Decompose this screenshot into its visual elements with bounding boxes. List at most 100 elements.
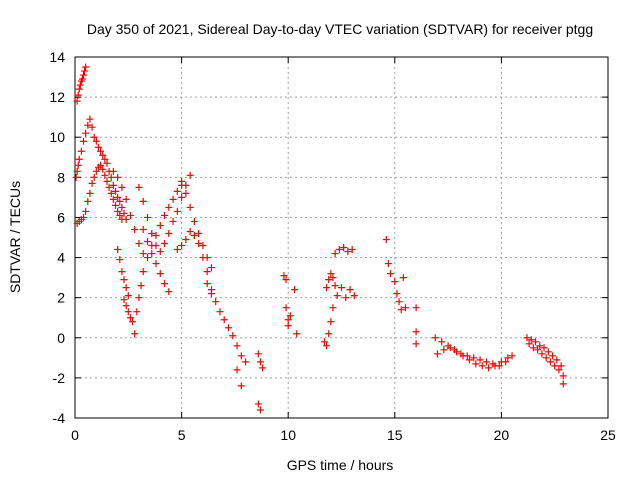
- y-tick-label: 10: [49, 129, 65, 145]
- data-point: [538, 350, 546, 358]
- data-point: [131, 330, 139, 338]
- data-point: [203, 280, 211, 288]
- x-tick-label: 15: [387, 427, 403, 443]
- data-point: [74, 161, 82, 169]
- data-point: [84, 197, 92, 205]
- data-point: [112, 187, 120, 195]
- data-point: [161, 240, 169, 248]
- data-point: [286, 312, 294, 320]
- data-point: [553, 356, 561, 364]
- chart-title: Day 350 of 2021, Sidereal Day-to-day VTE…: [87, 21, 593, 37]
- data-point: [237, 352, 245, 360]
- data-point: [331, 250, 339, 258]
- data-point: [139, 225, 147, 233]
- data-point: [256, 358, 264, 366]
- data-point: [207, 290, 215, 298]
- data-point: [116, 211, 124, 219]
- data-points: [72, 63, 567, 414]
- y-tick-label: 6: [57, 209, 65, 225]
- data-point: [80, 137, 88, 145]
- data-point: [453, 348, 461, 356]
- data-point: [139, 250, 147, 258]
- data-point: [72, 173, 80, 181]
- data-point: [133, 308, 141, 316]
- data-point: [325, 330, 333, 338]
- data-point: [508, 352, 516, 360]
- data-point: [233, 366, 241, 374]
- y-axis-title: SDTVAR / TECUs: [7, 181, 23, 293]
- data-point: [114, 193, 122, 201]
- data-point: [122, 302, 130, 310]
- data-point: [178, 177, 186, 185]
- data-point: [124, 308, 132, 316]
- data-point: [216, 308, 224, 316]
- data-point: [431, 334, 439, 342]
- data-point: [542, 354, 550, 362]
- data-point: [148, 229, 156, 237]
- x-axis-title: GPS time / hours: [287, 457, 394, 473]
- data-point: [109, 167, 117, 175]
- data-point: [129, 318, 137, 326]
- data-point: [470, 354, 478, 362]
- data-point: [482, 358, 490, 366]
- data-point: [81, 67, 89, 75]
- data-point: [114, 246, 122, 254]
- data-point: [101, 171, 109, 179]
- data-point: [203, 268, 211, 276]
- data-point: [169, 195, 177, 203]
- data-point: [122, 284, 130, 292]
- data-point: [143, 254, 151, 262]
- data-point: [103, 159, 111, 167]
- data-point: [135, 240, 143, 248]
- data-point: [338, 284, 345, 292]
- data-point: [476, 356, 484, 364]
- data-point: [126, 211, 134, 219]
- data-point: [118, 183, 126, 191]
- x-tick-label: 10: [280, 427, 296, 443]
- data-point: [156, 221, 164, 229]
- data-point: [329, 274, 337, 282]
- data-point: [207, 264, 215, 272]
- data-point: [86, 189, 94, 197]
- data-point: [254, 350, 262, 358]
- data-point: [340, 244, 348, 252]
- data-point: [397, 306, 405, 314]
- data-point: [139, 268, 147, 276]
- data-point: [199, 242, 207, 250]
- data-point: [525, 340, 533, 348]
- data-point: [559, 380, 567, 388]
- data-point: [99, 151, 107, 159]
- data-point: [491, 362, 499, 370]
- data-point: [120, 296, 128, 304]
- data-point: [282, 304, 290, 312]
- data-point: [165, 229, 173, 237]
- data-point: [152, 242, 160, 250]
- data-point: [393, 290, 401, 298]
- data-point: [165, 203, 173, 211]
- data-point: [546, 358, 554, 366]
- data-point: [472, 360, 480, 368]
- data-point: [254, 400, 262, 408]
- data-point: [323, 342, 331, 350]
- data-point: [122, 195, 130, 203]
- y-tick-label: -4: [53, 410, 66, 426]
- data-point: [77, 147, 85, 155]
- data-point: [92, 137, 100, 145]
- data-point: [342, 294, 350, 302]
- data-point: [382, 236, 390, 244]
- data-point: [544, 348, 552, 356]
- data-point: [116, 256, 124, 264]
- data-point: [76, 81, 84, 89]
- data-point: [557, 362, 565, 370]
- y-tick-label: 12: [49, 89, 65, 105]
- data-point: [186, 203, 194, 211]
- data-point: [259, 364, 267, 372]
- data-point: [229, 332, 237, 340]
- data-point: [80, 71, 88, 79]
- data-point: [412, 328, 420, 336]
- data-point: [323, 284, 331, 292]
- data-point: [284, 322, 292, 330]
- data-point: [280, 272, 288, 280]
- data-point: [465, 356, 473, 364]
